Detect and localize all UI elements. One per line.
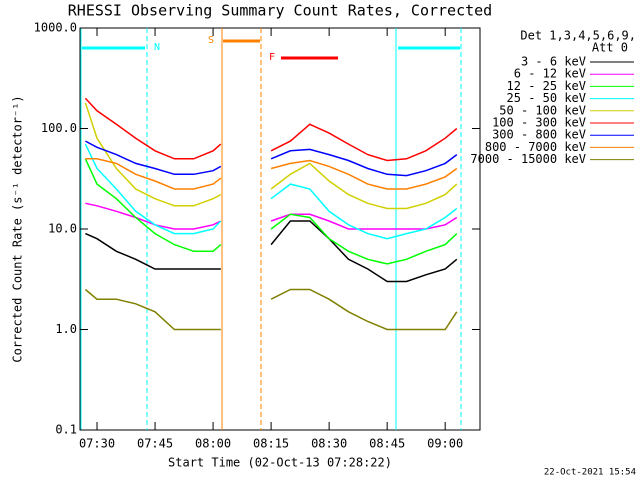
footer: 22-Oct-2021 15:54 <box>544 468 636 478</box>
legend-label: 50 - 100 keV <box>499 103 586 117</box>
flag-label: S <box>208 35 214 46</box>
series-line <box>85 158 458 190</box>
series-line <box>84 143 458 240</box>
x-tick-label: 07:30 <box>79 437 115 451</box>
series-line <box>84 158 458 265</box>
y-tick-label: 1000.0 <box>34 21 77 35</box>
x-tick-label: 07:45 <box>137 437 173 451</box>
chart-title: RHESSI Observing Summary Count Rates, Co… <box>68 2 492 20</box>
y-tick-label: 100.0 <box>41 121 77 135</box>
legend-label: 6 - 12 keV <box>514 67 586 81</box>
y-tick-label: 10.0 <box>48 222 77 236</box>
legend-header: Det 1,3,4,5,6,9, <box>520 29 636 43</box>
x-tick-label: 08:00 <box>195 437 231 451</box>
flag-label: N <box>154 42 160 53</box>
series-line <box>84 102 458 210</box>
x-tick-label: 09:00 <box>427 437 463 451</box>
legend-label: 800 - 7000 keV <box>485 140 586 154</box>
x-tick-label: 08:30 <box>311 437 347 451</box>
legend-label: 300 - 800 keV <box>492 128 586 142</box>
y-tick-label: 1.0 <box>55 322 77 336</box>
series-line <box>85 202 458 230</box>
series-line <box>85 220 458 283</box>
y-tick-label: 0.1 <box>55 423 77 437</box>
legend-label: 7000 - 15000 keV <box>470 152 586 166</box>
series-line <box>84 97 458 162</box>
series-line <box>84 288 458 331</box>
flag-label: F <box>269 52 275 63</box>
series-line <box>85 140 458 177</box>
legend-label: 100 - 300 keV <box>492 116 586 130</box>
legend-label: 25 - 50 keV <box>507 91 586 105</box>
y-axis-label: Corrected Count Rate (s⁻¹ detector⁻¹) <box>11 95 25 362</box>
x-tick-label: 08:15 <box>253 437 289 451</box>
x-axis-label: Start Time (02-Oct-13 07:28:22) <box>168 456 392 470</box>
x-tick-label: 08:45 <box>369 437 405 451</box>
legend-label: 12 - 25 keV <box>507 79 586 93</box>
legend-header: Att 0 <box>592 41 628 55</box>
legend-label: 3 - 6 keV <box>521 55 586 69</box>
